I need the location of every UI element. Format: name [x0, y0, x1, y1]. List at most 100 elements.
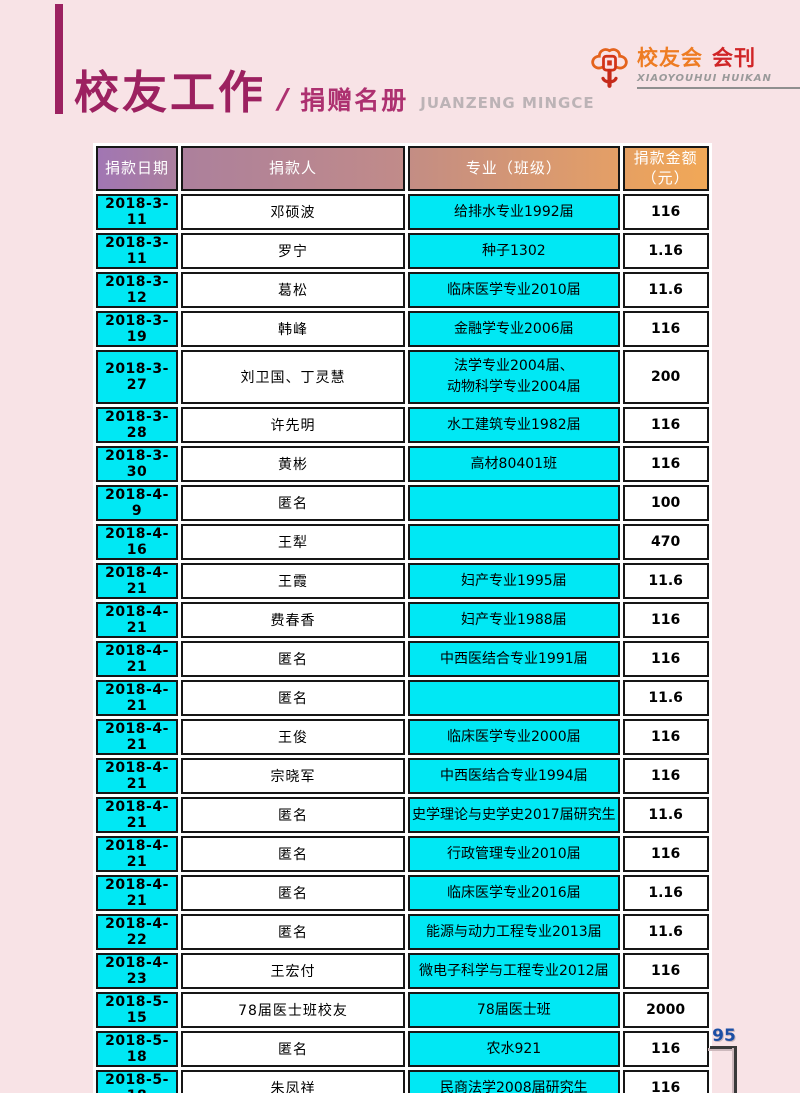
cell-amount: 11.6	[622, 914, 709, 950]
table-row: 2018-3-27 刘卫国、丁灵慧 法学专业2004届、 动物科学专业2004届 20…	[96, 350, 709, 404]
brand-pinyin: XIAOYOUHUI HUIKAN	[637, 73, 772, 85]
cell-amount: 116	[622, 407, 709, 443]
table-row: 2018-4-21 宗晓军 中西医结合专业1994届 116	[96, 758, 709, 794]
table-row: 2018-4-21 匿名 中西医结合专业1991届 116	[96, 641, 709, 677]
section-subtitle: 捐赠名册	[300, 86, 409, 115]
cell-donor: 黄彬	[181, 446, 405, 482]
cell-donor: 罗宁	[181, 233, 405, 269]
cell-major: 临床医学专业2010届	[408, 272, 620, 308]
cell-major: 民商法学2008届研究生	[408, 1070, 620, 1093]
section-header: 校友工作 / 捐赠名册 JUANZENG MINGCE	[74, 70, 595, 115]
brand-names: 校友会 会刊	[637, 46, 800, 70]
cell-major: 史学理论与史学史2017届研究生	[408, 797, 620, 833]
page-title: 校友工作	[74, 66, 267, 119]
cell-major: 种子1302	[408, 233, 620, 269]
cell-date: 2018-4-21	[96, 875, 178, 911]
cell-amount: 100	[622, 485, 709, 521]
cell-major: 78届医士班	[408, 992, 620, 1028]
cell-date: 2018-4-21	[96, 836, 178, 872]
cell-amount: 116	[622, 194, 709, 230]
cell-date: 2018-4-16	[96, 524, 178, 560]
col-header-major: 专业（班级）	[408, 146, 620, 191]
cell-date: 2018-3-19	[96, 311, 178, 347]
cell-donor: 匿名	[181, 485, 405, 521]
cell-major: 行政管理专业2010届	[408, 836, 620, 872]
cell-donor: 王俊	[181, 719, 405, 755]
cell-major: 临床医学专业2000届	[408, 719, 620, 755]
cell-date: 2018-4-23	[96, 953, 178, 989]
table-row: 2018-4-21 匿名 史学理论与史学史2017届研究生 11.6	[96, 797, 709, 833]
table-row: 2018-5-18朱凤祥民商法学2008届研究生116	[96, 1070, 709, 1093]
cell-major: 能源与动力工程专业2013届	[408, 914, 620, 950]
cell-major: 高材80401班	[408, 446, 620, 482]
cell-donor: 刘卫国、丁灵慧	[181, 350, 405, 404]
table-row: 2018-4-21 费春香 妇产专业1988届 116	[96, 602, 709, 638]
alumni-emblem-icon	[591, 48, 628, 88]
table-row: 2018-4-21 匿名 行政管理专业2010届 116	[96, 836, 709, 872]
cell-amount: 116	[622, 1070, 709, 1093]
cell-donor: 王犁	[181, 524, 405, 560]
cell-donor: 葛松	[181, 272, 405, 308]
cell-date: 2018-4-21	[96, 602, 178, 638]
cell-date: 2018-3-30	[96, 446, 178, 482]
cell-amount: 11.6	[622, 680, 709, 716]
cell-major: 中西医结合专业1994届	[408, 758, 620, 794]
cell-amount: 1.16	[622, 233, 709, 269]
cell-donor: 匿名	[181, 680, 405, 716]
cell-date: 2018-5-18	[96, 1070, 178, 1093]
cell-date: 2018-4-21	[96, 797, 178, 833]
cell-donor: 匿名	[181, 875, 405, 911]
cell-major	[408, 485, 620, 521]
page-number: 95	[712, 1026, 736, 1046]
cell-amount: 116	[622, 602, 709, 638]
table-row: 2018-4-21 匿名 11.6	[96, 680, 709, 716]
cell-date: 2018-4-21	[96, 641, 178, 677]
cell-donor: 费春香	[181, 602, 405, 638]
col-header-donor: 捐款人	[181, 146, 405, 191]
cell-amount: 2000	[622, 992, 709, 1028]
cell-donor: 王霞	[181, 563, 405, 599]
cell-amount: 116	[622, 311, 709, 347]
cell-amount: 116	[622, 758, 709, 794]
cell-major: 微电子科学与工程专业2012届	[408, 953, 620, 989]
table-row: 2018-3-30 黄彬 高材80401班 116	[96, 446, 709, 482]
cell-donor: 韩峰	[181, 311, 405, 347]
cell-donor: 朱凤祥	[181, 1070, 405, 1093]
cell-amount: 116	[622, 641, 709, 677]
table-row: 2018-4-16 王犁 470	[96, 524, 709, 560]
donation-table: 捐款日期 捐款人 专业（班级） 捐款金额 （元） 2018-3-11 邓硕波 给排水…	[93, 143, 712, 1093]
cell-major: 妇产专业1995届	[408, 563, 620, 599]
cell-donor: 宗晓军	[181, 758, 405, 794]
journal-brand: 校友会 会刊 XIAOYOUHUI HUIKAN	[588, 46, 800, 90]
cell-major: 法学专业2004届、 动物科学专业2004届	[408, 350, 620, 404]
cell-amount: 11.6	[622, 563, 709, 599]
cell-major: 农水921	[408, 1031, 620, 1067]
table-row: 2018-3-19 韩峰 金融学专业2006届 116	[96, 311, 709, 347]
cell-date: 2018-3-11	[96, 233, 178, 269]
table-row: 2018-4-22 匿名 能源与动力工程专业2013届 11.6	[96, 914, 709, 950]
cell-amount: 11.6	[622, 272, 709, 308]
cell-donor: 匿名	[181, 641, 405, 677]
cell-donor: 匿名	[181, 797, 405, 833]
col-header-date: 捐款日期	[96, 146, 178, 191]
cell-date: 2018-3-27	[96, 350, 178, 404]
cell-date: 2018-3-12	[96, 272, 178, 308]
table-row: 2018-3-11 罗宁 种子1302 1.16	[96, 233, 709, 269]
cell-donor: 匿名	[181, 836, 405, 872]
table-row: 2018-4-23 王宏付 微电子科学与工程专业2012届 116	[96, 953, 709, 989]
brand-edition: 会刊	[712, 46, 756, 70]
cell-date: 2018-5-18	[96, 1031, 178, 1067]
cell-major: 金融学专业2006届	[408, 311, 620, 347]
cell-date: 2018-4-22	[96, 914, 178, 950]
cell-amount: 470	[622, 524, 709, 560]
title-separator: /	[278, 82, 289, 115]
table-row: 2018-3-12 葛松 临床医学专业2010届 11.6	[96, 272, 709, 308]
table-row: 2018-4-21 匿名 临床医学专业2016届 1.16	[96, 875, 709, 911]
page-corner-hline	[710, 1046, 737, 1049]
cell-date: 2018-3-11	[96, 194, 178, 230]
cell-amount: 116	[622, 446, 709, 482]
col-header-amount: 捐款金额 （元）	[622, 146, 709, 191]
cell-date: 2018-5-15	[96, 992, 178, 1028]
donation-table-header: 捐款日期 捐款人 专业（班级） 捐款金额 （元）	[96, 146, 709, 191]
